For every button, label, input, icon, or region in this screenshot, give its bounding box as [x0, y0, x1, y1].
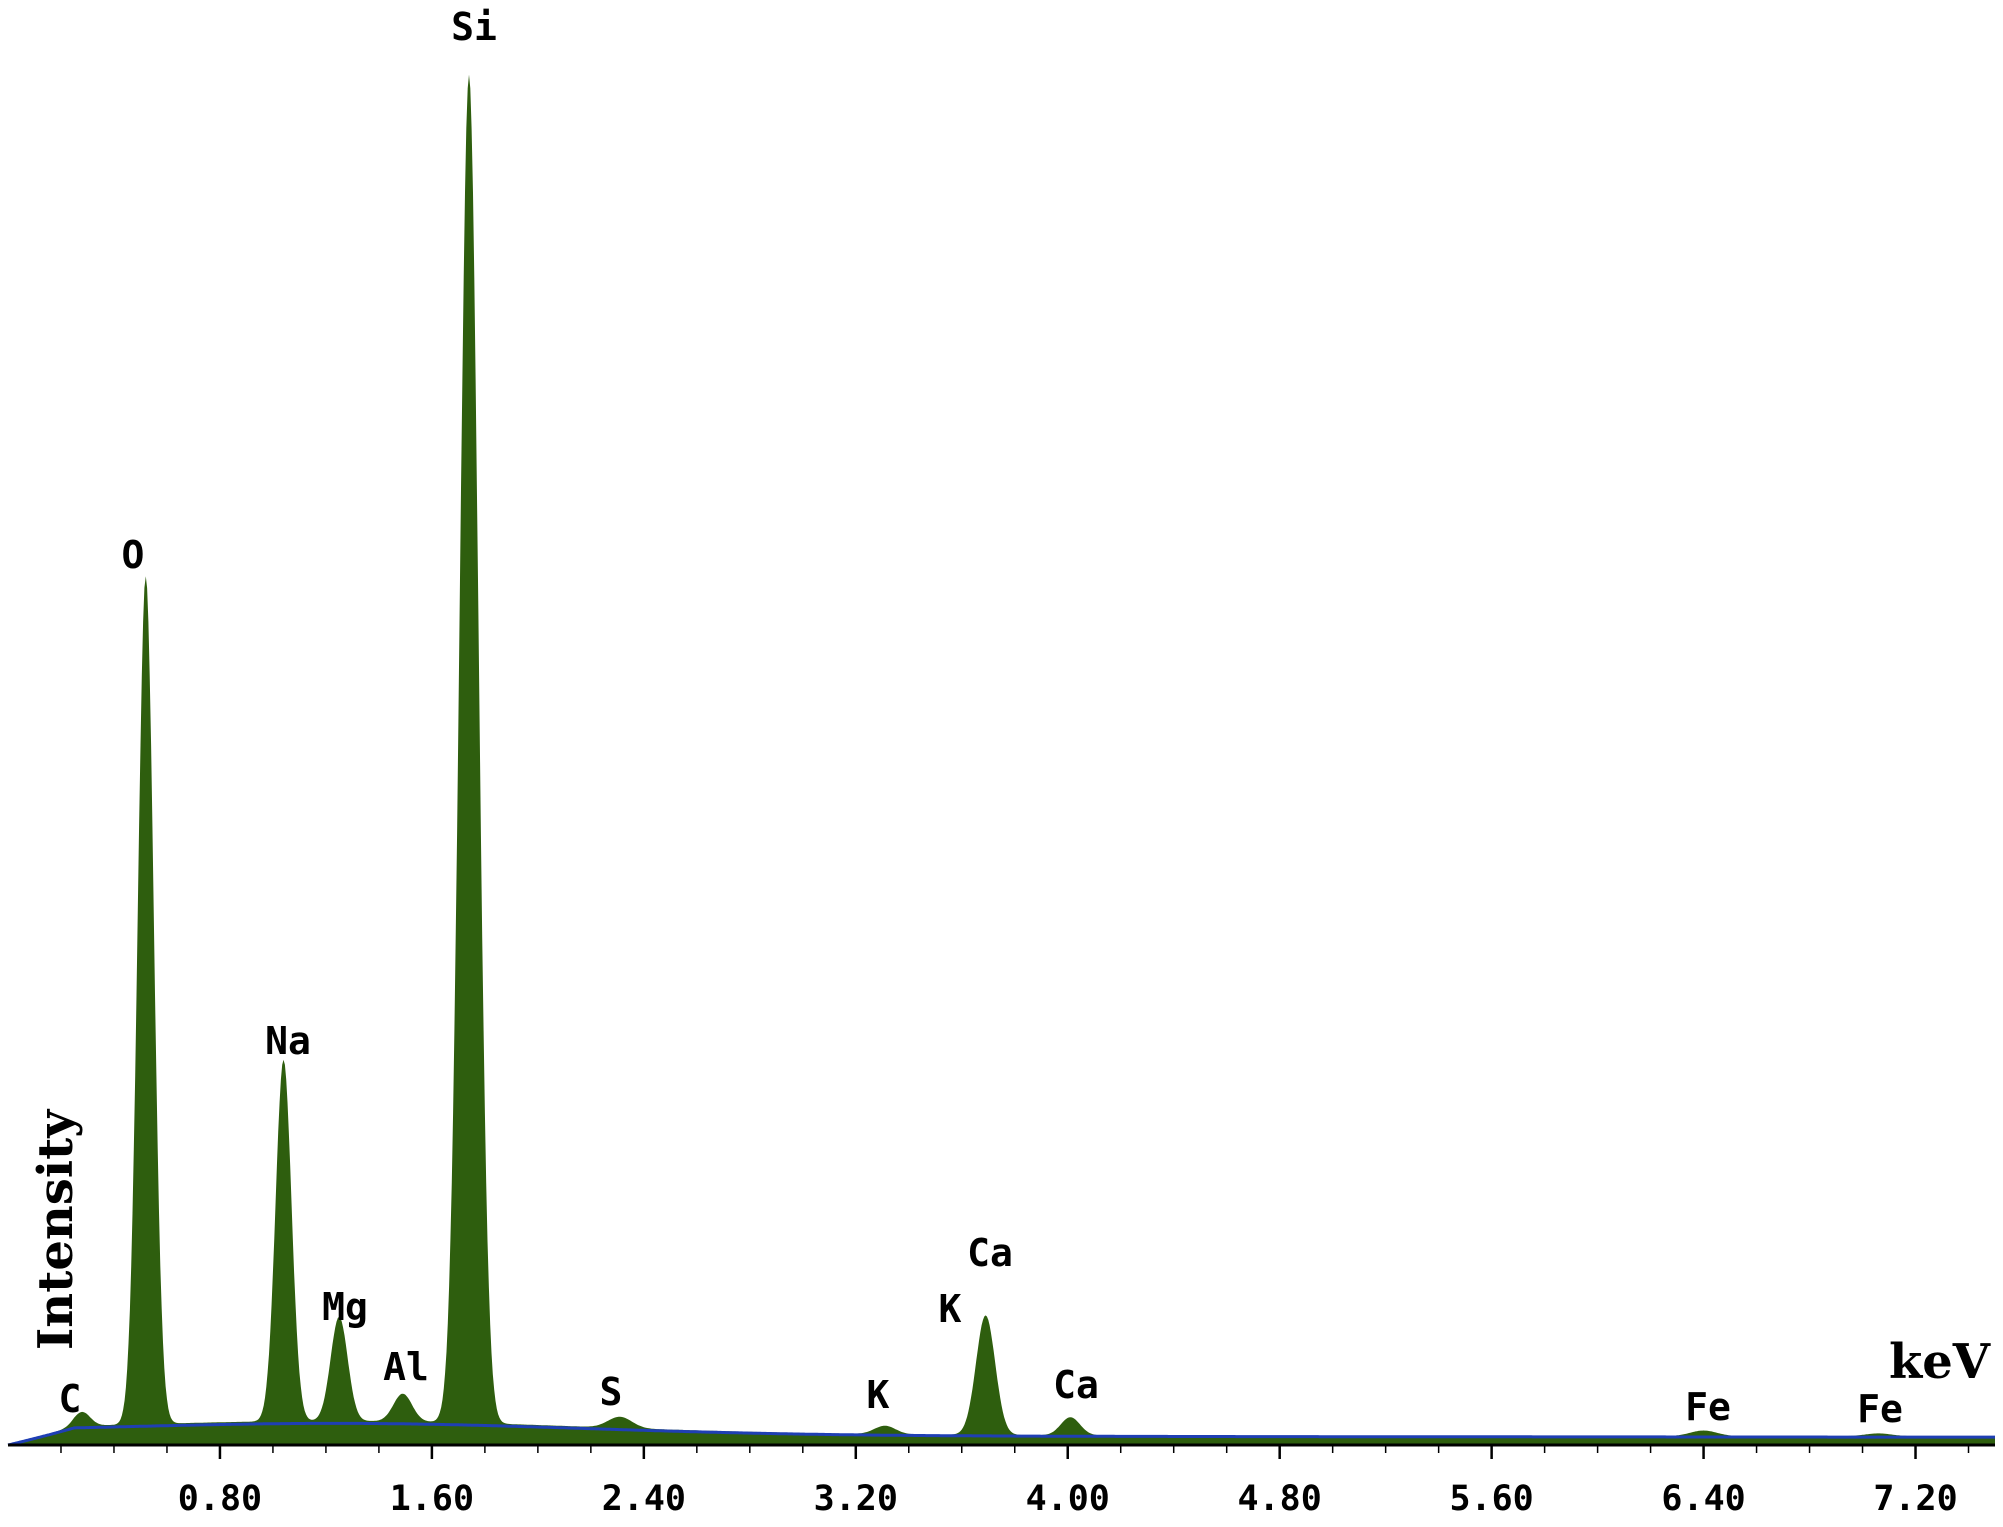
peak-label-al: Al	[383, 1345, 429, 1389]
peak-label-fe: Fe	[1685, 1385, 1731, 1429]
peak-label-k: K	[867, 1373, 890, 1417]
peak-label-fe: Fe	[1857, 1387, 1903, 1431]
x-tick-label: 6.40	[1661, 1479, 1745, 1519]
peak-label-na: Na	[265, 1019, 311, 1063]
peak-label-ca: Ca	[967, 1231, 1013, 1275]
peak-label-si: Si	[451, 5, 497, 49]
peak-label-k: K	[939, 1287, 962, 1331]
peak-label-o: O	[122, 533, 145, 577]
x-tick-label: 3.20	[814, 1479, 898, 1519]
peak-label-mg: Mg	[322, 1285, 368, 1329]
peak-label-ca: Ca	[1053, 1363, 1099, 1407]
x-tick-label: 0.80	[178, 1479, 262, 1519]
x-axis-label: keV	[1889, 1334, 1991, 1390]
x-tick-label: 2.40	[602, 1479, 686, 1519]
x-axis-ticks: 0.80 1.60 2.40 3.20 4.00 4.80 5.60 6.40 7.20	[60, 1445, 1970, 1519]
x-tick-label: 1.60	[390, 1479, 474, 1519]
x-tick-label: 4.80	[1238, 1479, 1322, 1519]
x-tick-label: 5.60	[1449, 1479, 1533, 1519]
peak-label-s: S	[600, 1370, 623, 1414]
peak-label-c: C	[59, 1377, 82, 1421]
y-axis-label: Intensity	[28, 1108, 84, 1350]
background-curve	[7, 1421, 1995, 1447]
x-tick-label: 4.00	[1026, 1479, 1110, 1519]
x-tick-label: 7.20	[1873, 1479, 1957, 1519]
